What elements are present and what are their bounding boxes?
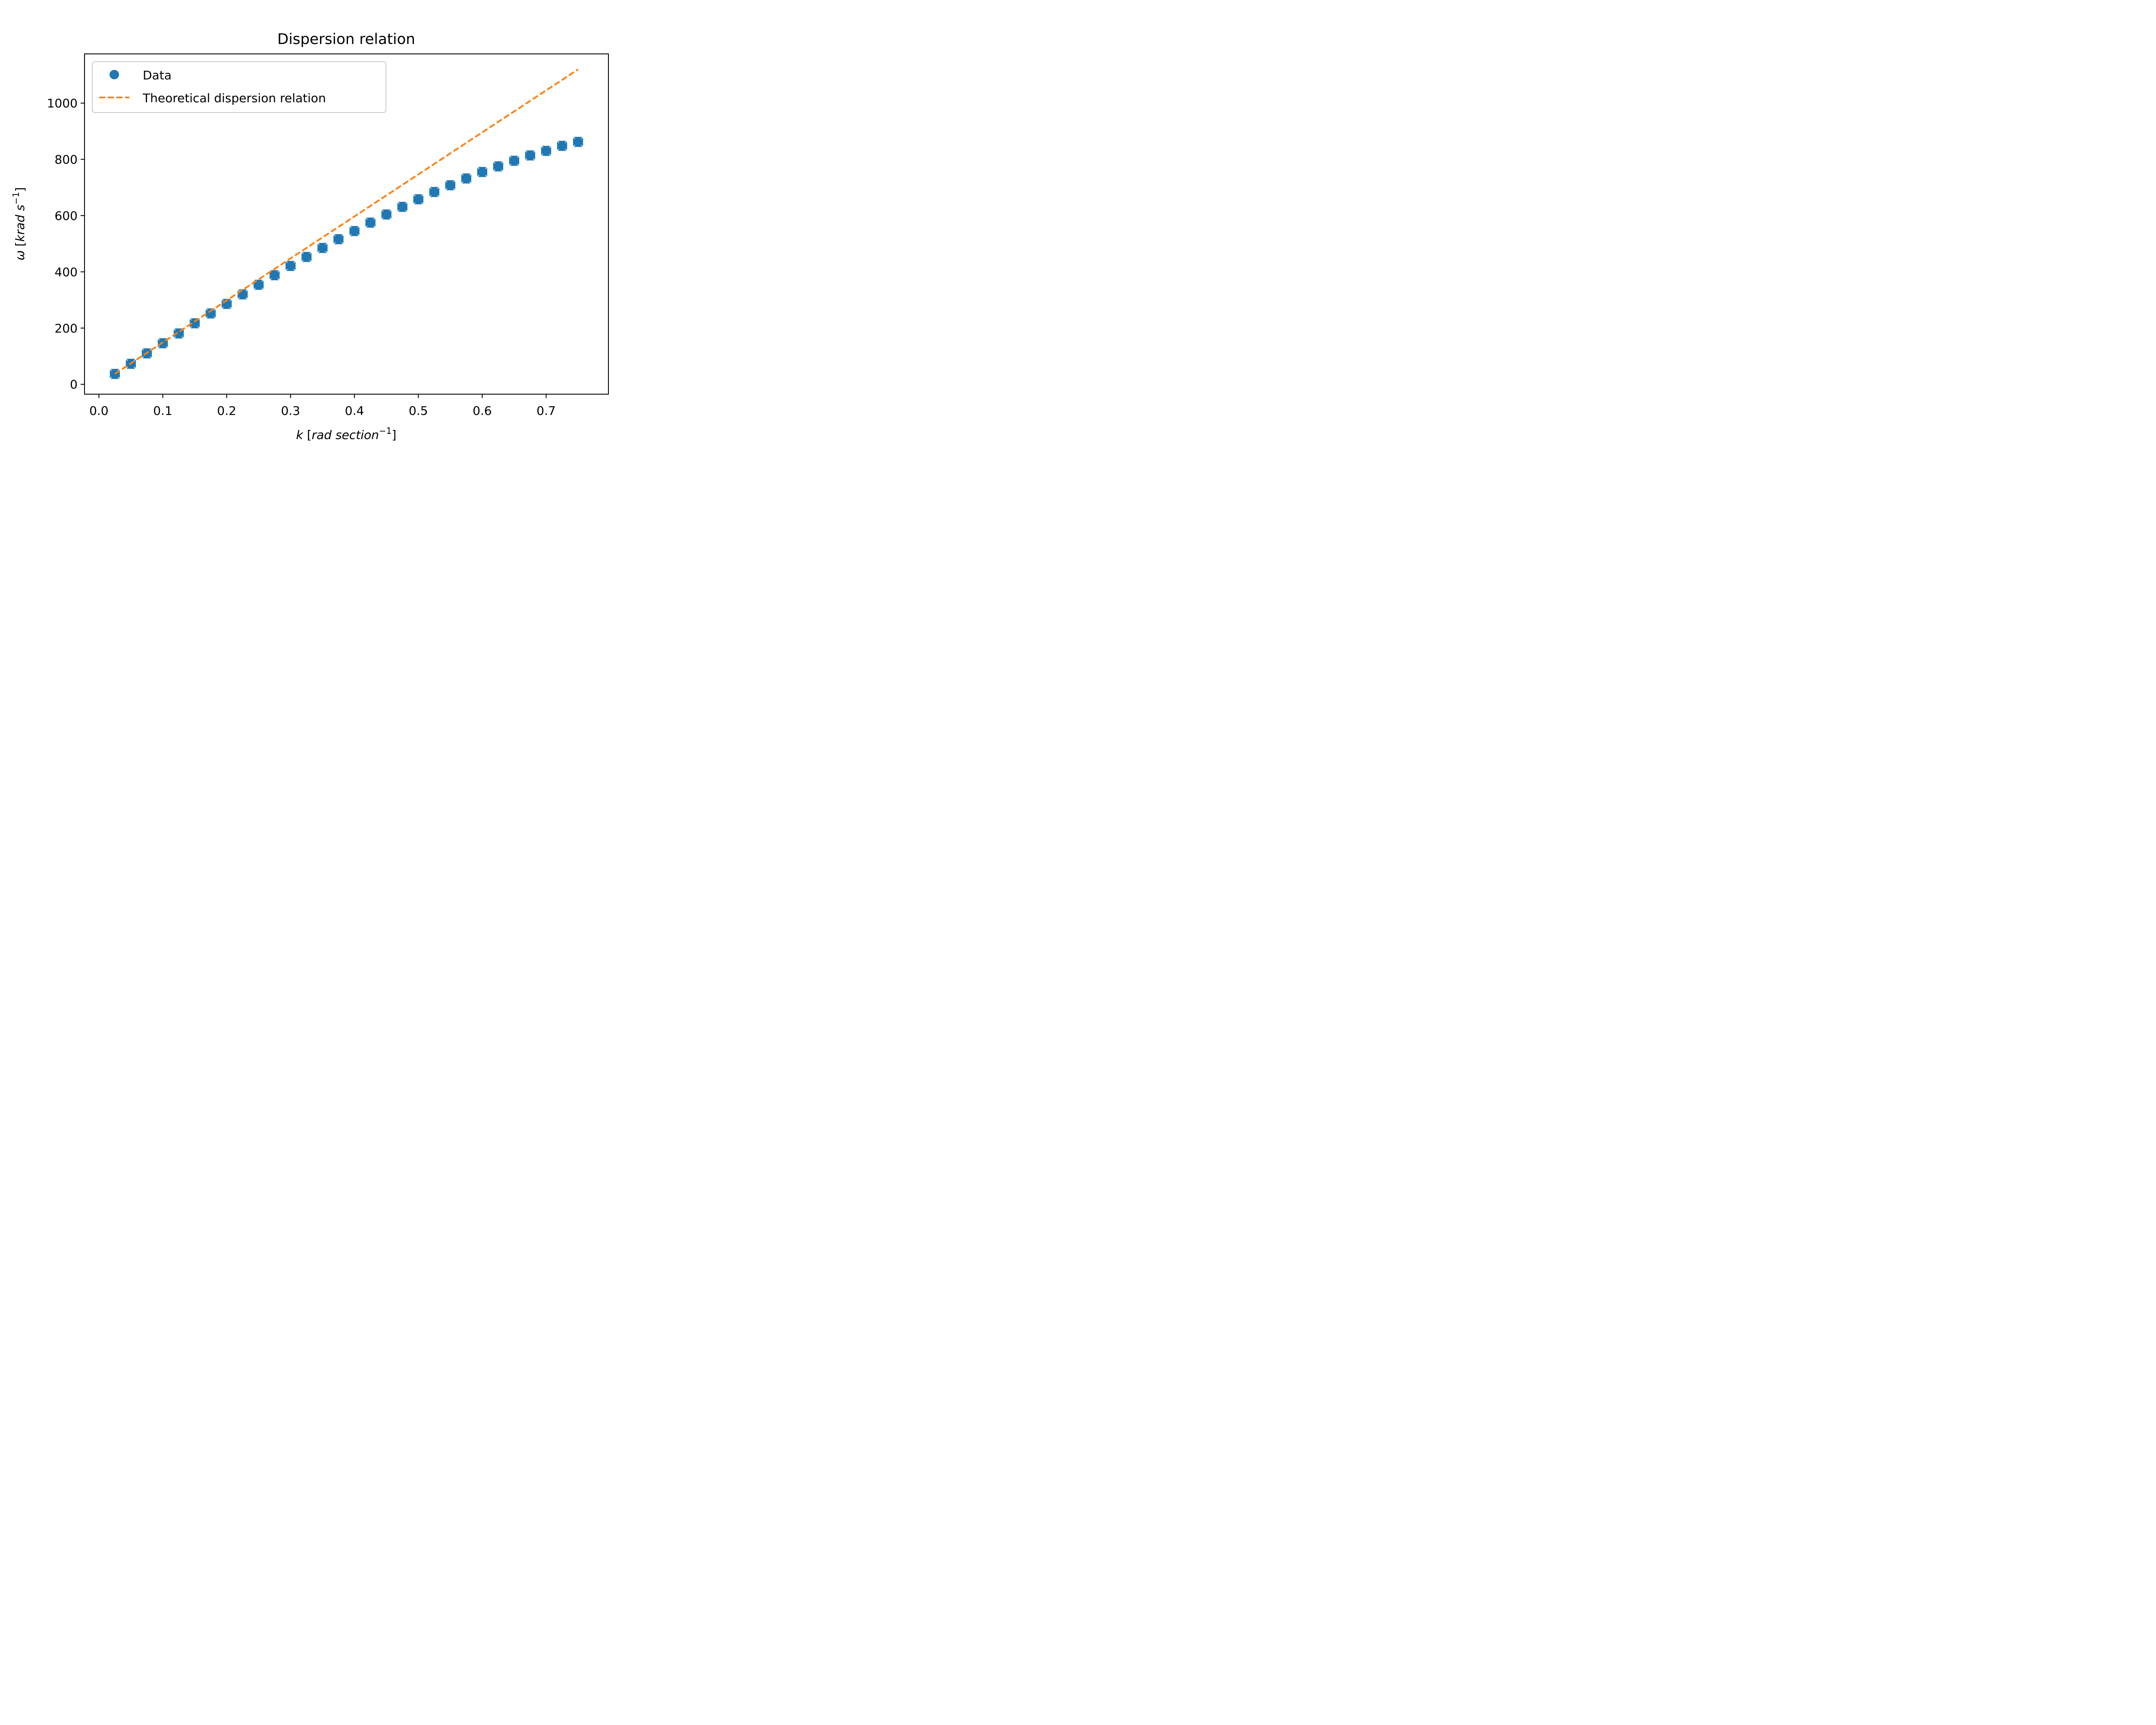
x-tick-label: 0.1 (153, 404, 172, 418)
data-point (285, 261, 295, 271)
axes: 0.0 0.1 0.2 0.3 0.4 0.5 0.6 0.7 0 200 400 600 800 100… (47, 96, 556, 418)
data-point (382, 210, 392, 220)
data-point (301, 252, 311, 262)
data-point (541, 146, 551, 156)
data-point (254, 280, 263, 290)
y-axis-label-open-bracket: [ (13, 242, 27, 251)
y-tick-label: 800 (55, 153, 78, 167)
theoretical-line (114, 69, 579, 375)
legend-label-theoretical: Theoretical dispersion relation (142, 91, 326, 105)
x-axis-label: k [rad section−1] (296, 426, 397, 442)
data-point (461, 173, 471, 183)
data-point (366, 218, 376, 228)
data-point (557, 141, 567, 151)
x-tick-label: 0.5 (409, 404, 428, 418)
y-tick-label: 0 (70, 377, 78, 392)
y-axis-label-unit: krad s (13, 204, 27, 242)
data-point (509, 156, 519, 166)
y-tick-label: 600 (55, 209, 78, 223)
x-axis-label-variable: k (296, 428, 304, 442)
y-axis-label-exponent: −1 (11, 192, 21, 204)
x-axis-label-exponent: −1 (379, 426, 392, 436)
x-tick-label: 0.4 (345, 404, 364, 418)
y-tick-label: 1000 (47, 96, 78, 110)
x-tick-label: 0.0 (89, 404, 109, 418)
data-point (317, 243, 327, 253)
data-point (270, 270, 279, 280)
data-point (477, 167, 487, 177)
data-point (493, 161, 503, 171)
chart: Dispersion relation 0.0 0.1 0.2 0.3 0.4 0.5 0.… (0, 0, 667, 448)
x-axis-label-close-bracket: ] (392, 428, 396, 442)
y-axis-label: ω [krad s−1] (11, 187, 27, 260)
x-axis-label-open-bracket: [ (303, 428, 312, 442)
data-point (190, 318, 200, 328)
data-point (525, 151, 535, 160)
data-point (573, 137, 583, 147)
x-tick-label: 0.2 (217, 404, 236, 418)
data-point (333, 234, 343, 244)
plot-area (110, 69, 583, 379)
data-point (414, 194, 423, 204)
data-point (206, 308, 216, 318)
x-axis-label-unit: rad section (312, 428, 379, 442)
x-tick-label: 0.6 (473, 404, 492, 418)
y-axis-label-variable: ω (13, 250, 27, 260)
y-tick-label: 200 (55, 321, 78, 336)
data-point (429, 187, 439, 197)
y-axis-label-close-bracket: ] (13, 187, 27, 192)
legend-marker-data (110, 70, 119, 79)
x-tick-label: 0.7 (536, 404, 556, 418)
plot-frame (84, 53, 609, 395)
data-point (350, 226, 360, 236)
legend-frame (92, 61, 386, 113)
chart-title: Dispersion relation (277, 31, 415, 48)
data-point (445, 180, 455, 190)
legend: Data Theoretical dispersion relation (92, 61, 386, 113)
data-point (238, 289, 248, 299)
legend-label-data: Data (143, 68, 172, 82)
data-point (398, 202, 407, 212)
y-tick-label: 400 (55, 265, 78, 279)
x-tick-label: 0.3 (281, 404, 301, 418)
